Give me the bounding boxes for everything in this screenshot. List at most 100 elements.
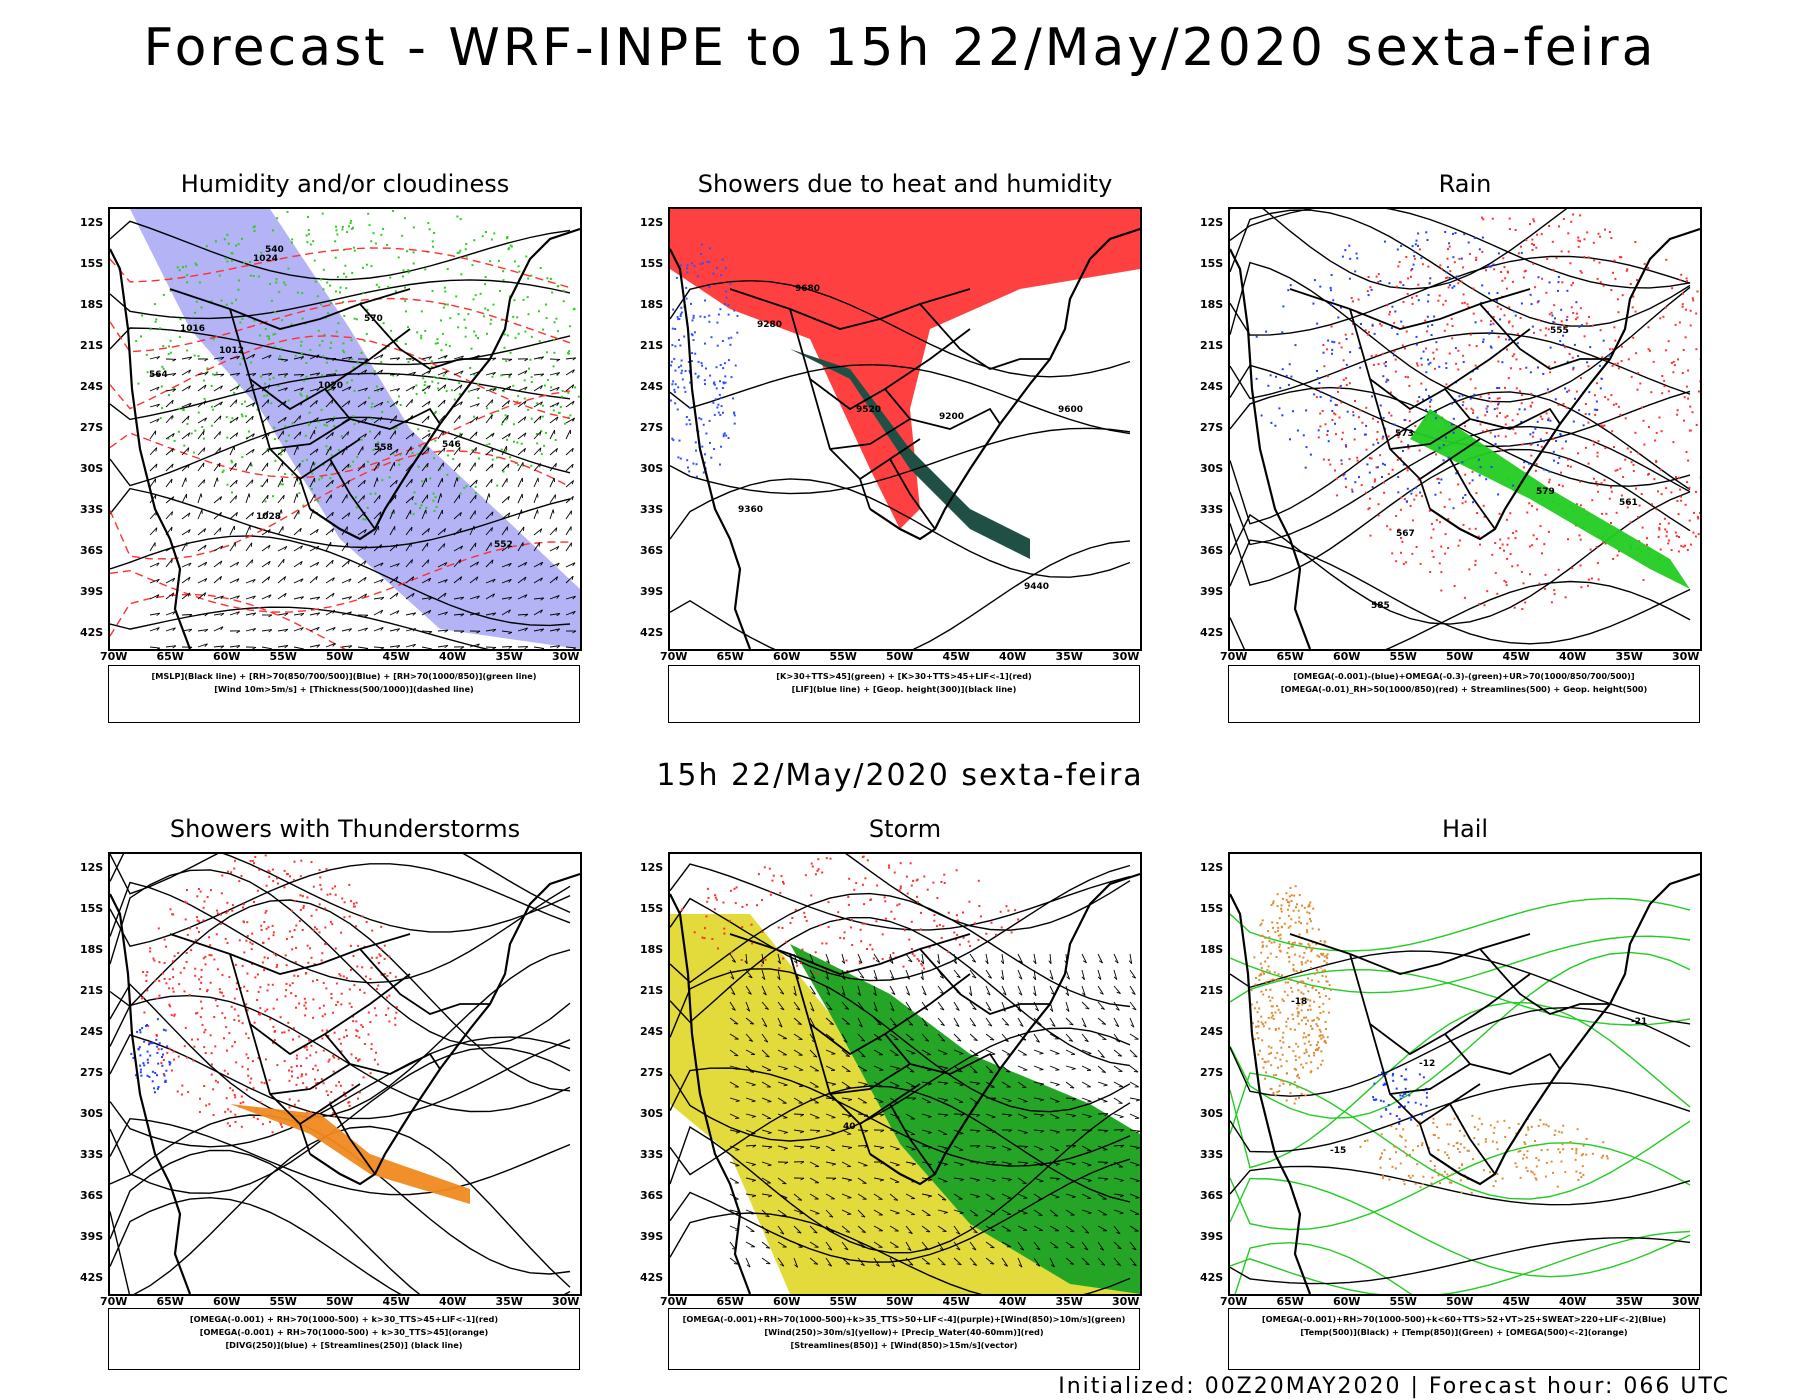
latitude-label: 18S [80, 943, 104, 956]
panel-legend: [OMEGA(-0.001)-(blue)+OMEGA(-0.3)-(green… [1228, 665, 1700, 723]
longitude-label: 35W [1615, 1295, 1643, 1308]
contour-label: 564 [149, 370, 168, 380]
longitude-label: 65W [1276, 1295, 1304, 1308]
longitude-label: 45W [382, 650, 410, 663]
legend-line: [Wind 10m>5m/s] + [Thickness(500/1000)](… [214, 684, 474, 694]
longitude-label: 65W [716, 650, 744, 663]
latitude-label: 21S [80, 339, 104, 352]
contour-label: 573 [1395, 429, 1414, 439]
contour-label: 546 [442, 440, 461, 450]
panel-legend: [K>30+TTS>45](green) + [K>30+TTS>45+LIF<… [668, 665, 1140, 723]
longitude-label: 70W [100, 650, 128, 663]
latitude-label: 21S [640, 984, 664, 997]
longitude-label: 35W [1055, 1295, 1083, 1308]
contour-lines [110, 247, 571, 649]
longitude-label: 35W [1615, 650, 1643, 663]
map-base [110, 872, 580, 1294]
contour-label: 9360 [738, 505, 763, 515]
longitude-label: 30W [552, 1295, 580, 1308]
map-panel: 1012 1016 1020 1024 1028 570 564 558 552 546 540 [108, 207, 582, 651]
wind250-yellow [670, 914, 1140, 1294]
latitude-label: 36S [640, 544, 664, 557]
longitude-label: 55W [269, 650, 297, 663]
longitude-label: 35W [495, 650, 523, 663]
contour-label: 570 [364, 314, 383, 324]
latitude-label: 27S [640, 421, 664, 434]
longitude-label: 30W [1672, 1295, 1700, 1308]
longitude-label: 40W [439, 1295, 467, 1308]
panel-legend: [OMEGA(-0.001) + RH>70(1000-500) + k>30_… [108, 1308, 580, 1370]
longitude-label: 55W [1389, 650, 1417, 663]
latitude-label: 24S [640, 380, 664, 393]
latitude-label: 42S [640, 1271, 664, 1284]
latitude-label: 33S [1200, 503, 1224, 516]
latitude-label: 30S [80, 1107, 104, 1120]
longitude-label: 60W [773, 1295, 801, 1308]
latitude-label: 12S [80, 216, 104, 229]
latitude-label: 12S [640, 216, 664, 229]
longitude-label: 70W [1220, 1295, 1248, 1308]
contour-label: 1016 [180, 324, 205, 334]
longitude-label: 35W [495, 1295, 523, 1308]
longitude-label: 60W [1333, 650, 1361, 663]
latitude-label: 39S [1200, 1230, 1224, 1243]
latitude-label: 21S [1200, 984, 1224, 997]
pw-red [680, 855, 1020, 975]
latitude-label: 36S [1200, 544, 1224, 557]
latitude-label: 21S [80, 984, 104, 997]
longitude-label: 60W [213, 650, 241, 663]
latitude-label: 24S [640, 1025, 664, 1038]
thunder-orange [230, 1104, 470, 1204]
latitude-label: 15S [1200, 257, 1224, 270]
longitude-label: 40W [1559, 1295, 1587, 1308]
longitude-label: 65W [716, 1295, 744, 1308]
panel-legend: [OMEGA(-0.001)+RH>70(1000-500)+k<60+TTS>… [1228, 1308, 1700, 1370]
panel-legend: [MSLP](Black line) + [RH>70(850/700/500)… [108, 665, 580, 723]
longitude-label: 55W [269, 1295, 297, 1308]
latitude-label: 24S [1200, 1025, 1224, 1038]
latitude-label: 39S [80, 585, 104, 598]
latitude-label: 15S [1200, 902, 1224, 915]
latitude-label: 30S [80, 462, 104, 475]
latitude-label: 30S [640, 462, 664, 475]
showers-green [790, 349, 1030, 559]
latitude-label: 15S [640, 257, 664, 270]
latitude-label: 42S [640, 626, 664, 639]
wind850-green [790, 944, 1140, 1294]
map-panel: -12 -18 -15 -21 [1228, 852, 1702, 1296]
lif-blue [670, 243, 739, 478]
latitude-label: 21S [1200, 339, 1224, 352]
longitude-label: 30W [1672, 650, 1700, 663]
contour-lines [670, 854, 1131, 1294]
latitude-label: 42S [80, 626, 104, 639]
contour-label: 9200 [939, 412, 964, 422]
longitude-label: 50W [1446, 1295, 1474, 1308]
legend-line: [OMEGA(-0.01)_RH>50(1000/850)(red) + Str… [1280, 684, 1648, 694]
contour-label: 558 [374, 443, 393, 453]
legend-line: [OMEGA(-0.001)+RH>70(1000-500)+k>35_TTS>… [682, 1314, 1126, 1324]
latitude-label: 15S [640, 902, 664, 915]
longitude-label: 35W [1055, 650, 1083, 663]
longitude-label: 70W [660, 1295, 688, 1308]
contour-label: 9680 [795, 284, 820, 294]
contour-label: -21 [1631, 1017, 1647, 1027]
legend-line: [K>30+TTS>45](green) + [K>30+TTS>45+LIF<… [776, 671, 1032, 681]
contour-label: 567 [1396, 529, 1415, 539]
panel-legend: [OMEGA(-0.001)+RH>70(1000-500)+k>35_TTS>… [668, 1308, 1140, 1370]
panel-title: Rain [1438, 170, 1492, 198]
longitude-label: 60W [213, 1295, 241, 1308]
latitude-label: 27S [1200, 421, 1224, 434]
hail-orange [1250, 885, 1332, 1105]
contour-label: 540 [265, 245, 284, 255]
latitude-label: 12S [1200, 216, 1224, 229]
latitude-label: 30S [1200, 1107, 1224, 1120]
panel-title: Storm [868, 815, 942, 843]
latitude-label: 24S [80, 380, 104, 393]
longitude-label: 50W [886, 1295, 914, 1308]
contour-label: 9600 [1058, 405, 1083, 415]
latitude-label: 42S [1200, 1271, 1224, 1284]
panel-title: Showers due to heat and humidity [697, 170, 1113, 198]
contour-label: 9440 [1024, 582, 1049, 592]
latitude-label: 30S [1200, 462, 1224, 475]
longitude-label: 65W [156, 1295, 184, 1308]
